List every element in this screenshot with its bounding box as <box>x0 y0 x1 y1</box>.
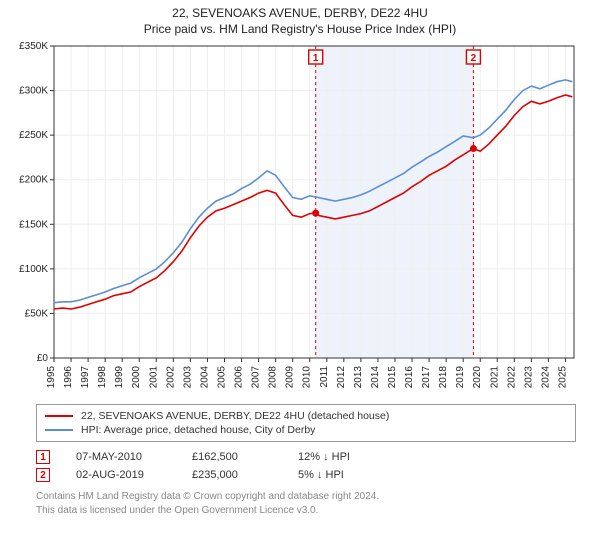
legend-label: HPI: Average price, detached house, City… <box>81 424 315 436</box>
svg-text:2023: 2023 <box>523 366 534 389</box>
svg-text:2000: 2000 <box>131 366 142 389</box>
footer-line-2: This data is licensed under the Open Gov… <box>36 504 576 518</box>
svg-text:£50K: £50K <box>25 308 49 319</box>
svg-text:£350K: £350K <box>19 41 48 52</box>
svg-text:1999: 1999 <box>114 366 125 389</box>
svg-text:2010: 2010 <box>302 366 313 389</box>
chart-svg: £0 £50K £100K £150K £200K £250K £300K £350K 1995… <box>10 38 590 398</box>
svg-text:2002: 2002 <box>165 366 176 389</box>
footer: Contains HM Land Registry data © Crown c… <box>36 490 576 523</box>
svg-text:£200K: £200K <box>19 175 48 186</box>
svg-text:2011: 2011 <box>319 366 330 388</box>
svg-text:£250K: £250K <box>19 130 48 141</box>
sales-table: 1 07-MAY-2010 £162,500 12% ↓ HPI 2 02-AUG-201… <box>36 448 576 484</box>
sale-price: £162,500 <box>192 451 272 463</box>
svg-text:2024: 2024 <box>540 366 551 389</box>
sale-diff: 5% ↓ HPI <box>298 469 388 481</box>
chart: £0 £50K £100K £150K £200K £250K £300K £350K 1995… <box>10 38 590 398</box>
svg-text:2017: 2017 <box>421 366 432 389</box>
svg-text:2025: 2025 <box>557 366 568 389</box>
legend: 22, SEVENOAKS AVENUE, DERBY, DE22 4HU (d… <box>36 404 576 442</box>
legend-row: 22, SEVENOAKS AVENUE, DERBY, DE22 4HU (d… <box>45 409 567 423</box>
svg-text:£150K: £150K <box>19 219 48 230</box>
legend-row: HPI: Average price, detached house, City… <box>45 423 567 437</box>
title-main: 22, SEVENOAKS AVENUE, DERBY, DE22 4HU <box>0 6 600 20</box>
svg-text:2007: 2007 <box>251 366 262 389</box>
svg-text:2005: 2005 <box>216 366 227 389</box>
svg-text:1998: 1998 <box>97 366 108 389</box>
svg-text:1996: 1996 <box>63 366 74 389</box>
page-root: 22, SEVENOAKS AVENUE, DERBY, DE22 4HU Pr… <box>0 0 600 523</box>
svg-text:2003: 2003 <box>182 366 193 389</box>
svg-text:1995: 1995 <box>46 366 57 389</box>
svg-text:2012: 2012 <box>336 366 347 389</box>
svg-text:2001: 2001 <box>148 366 159 389</box>
svg-text:2013: 2013 <box>353 366 364 389</box>
svg-text:2004: 2004 <box>199 366 210 389</box>
legend-label: 22, SEVENOAKS AVENUE, DERBY, DE22 4HU (d… <box>81 410 389 422</box>
svg-text:2015: 2015 <box>387 366 398 389</box>
svg-text:2006: 2006 <box>234 366 245 389</box>
svg-text:1: 1 <box>313 53 319 64</box>
sale-price: £235,000 <box>192 469 272 481</box>
svg-text:2: 2 <box>471 53 477 64</box>
svg-text:1997: 1997 <box>80 366 91 389</box>
svg-text:2018: 2018 <box>438 366 449 389</box>
sales-row: 1 07-MAY-2010 £162,500 12% ↓ HPI <box>36 448 576 466</box>
legend-swatch <box>45 429 73 431</box>
sale-date: 02-AUG-2019 <box>76 469 166 481</box>
sale-diff: 12% ↓ HPI <box>298 451 388 463</box>
svg-text:2016: 2016 <box>404 366 415 389</box>
svg-text:2022: 2022 <box>506 366 517 389</box>
sales-row: 2 02-AUG-2019 £235,000 5% ↓ HPI <box>36 466 576 484</box>
svg-text:£0: £0 <box>37 353 49 364</box>
svg-text:2021: 2021 <box>489 366 500 389</box>
svg-text:2020: 2020 <box>472 366 483 389</box>
svg-text:£100K: £100K <box>19 264 48 275</box>
svg-text:2009: 2009 <box>285 366 296 389</box>
svg-text:2014: 2014 <box>370 366 381 389</box>
svg-text:2019: 2019 <box>455 366 466 389</box>
title-sub: Price paid vs. HM Land Registry's House … <box>0 22 600 36</box>
sale-date: 07-MAY-2010 <box>76 451 166 463</box>
svg-text:£300K: £300K <box>19 86 48 97</box>
sale-marker: 2 <box>36 468 50 482</box>
sale-marker: 1 <box>36 450 50 464</box>
footer-line-1: Contains HM Land Registry data © Crown c… <box>36 490 576 504</box>
legend-swatch <box>45 415 73 417</box>
titles: 22, SEVENOAKS AVENUE, DERBY, DE22 4HU Pr… <box>0 0 600 38</box>
svg-text:2008: 2008 <box>268 366 279 389</box>
